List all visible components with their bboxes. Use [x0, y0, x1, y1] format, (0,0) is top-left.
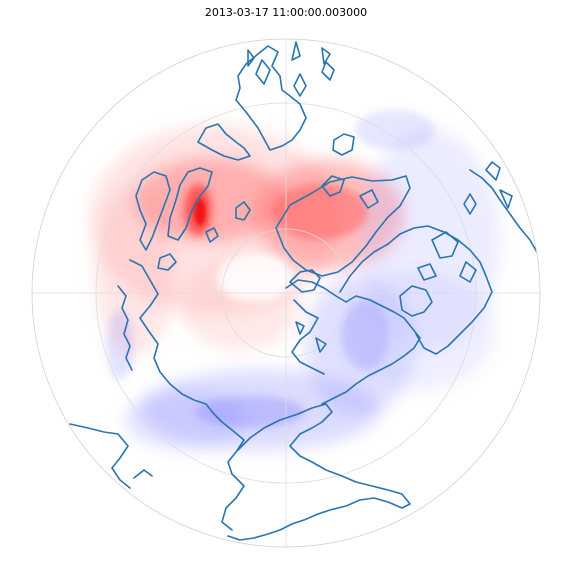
coastline-iceland [332, 133, 355, 156]
coastline-scandinavia [235, 41, 335, 151]
coastline-hudson-east [197, 123, 251, 161]
coastline-siberia [285, 279, 421, 405]
negative-anomaly-nw [106, 310, 134, 380]
coastline-aleutians [69, 423, 153, 489]
coastline-uk [247, 47, 331, 67]
coastline-mainland-canada [129, 259, 245, 531]
coastline-baffin [167, 167, 213, 241]
coastline-svalbard [321, 175, 379, 209]
coastline-novaya-zemlya [399, 285, 433, 317]
negative-anomaly-asia [345, 270, 495, 390]
coastline-islands-1 [157, 201, 251, 271]
negative-anomaly-core-siberia [341, 300, 389, 370]
coastline-white-sea [417, 231, 477, 283]
coastline-north-pole-islands [289, 269, 321, 293]
coastline-russia-north [339, 225, 493, 355]
graticule [32, 39, 540, 547]
coastline-taimyr [291, 299, 327, 375]
coastline-alaska [227, 403, 411, 541]
positive-anomaly-core-greenland [272, 184, 368, 240]
coastline-west-coast [117, 285, 133, 371]
negative-anomaly-ne-europe [355, 110, 435, 150]
positive-anomaly-max [194, 198, 206, 226]
map-title: 2013-03-17 11:00:00.003000 [204, 6, 368, 19]
coastlines [69, 41, 540, 541]
coastline-hudson-west [135, 171, 171, 251]
coastline-europe-northeast [463, 161, 540, 269]
white-pole-area [217, 254, 293, 302]
map-boundary [31, 38, 541, 548]
anomaly-field [90, 110, 500, 450]
negative-anomaly-core-alaska [195, 396, 305, 428]
